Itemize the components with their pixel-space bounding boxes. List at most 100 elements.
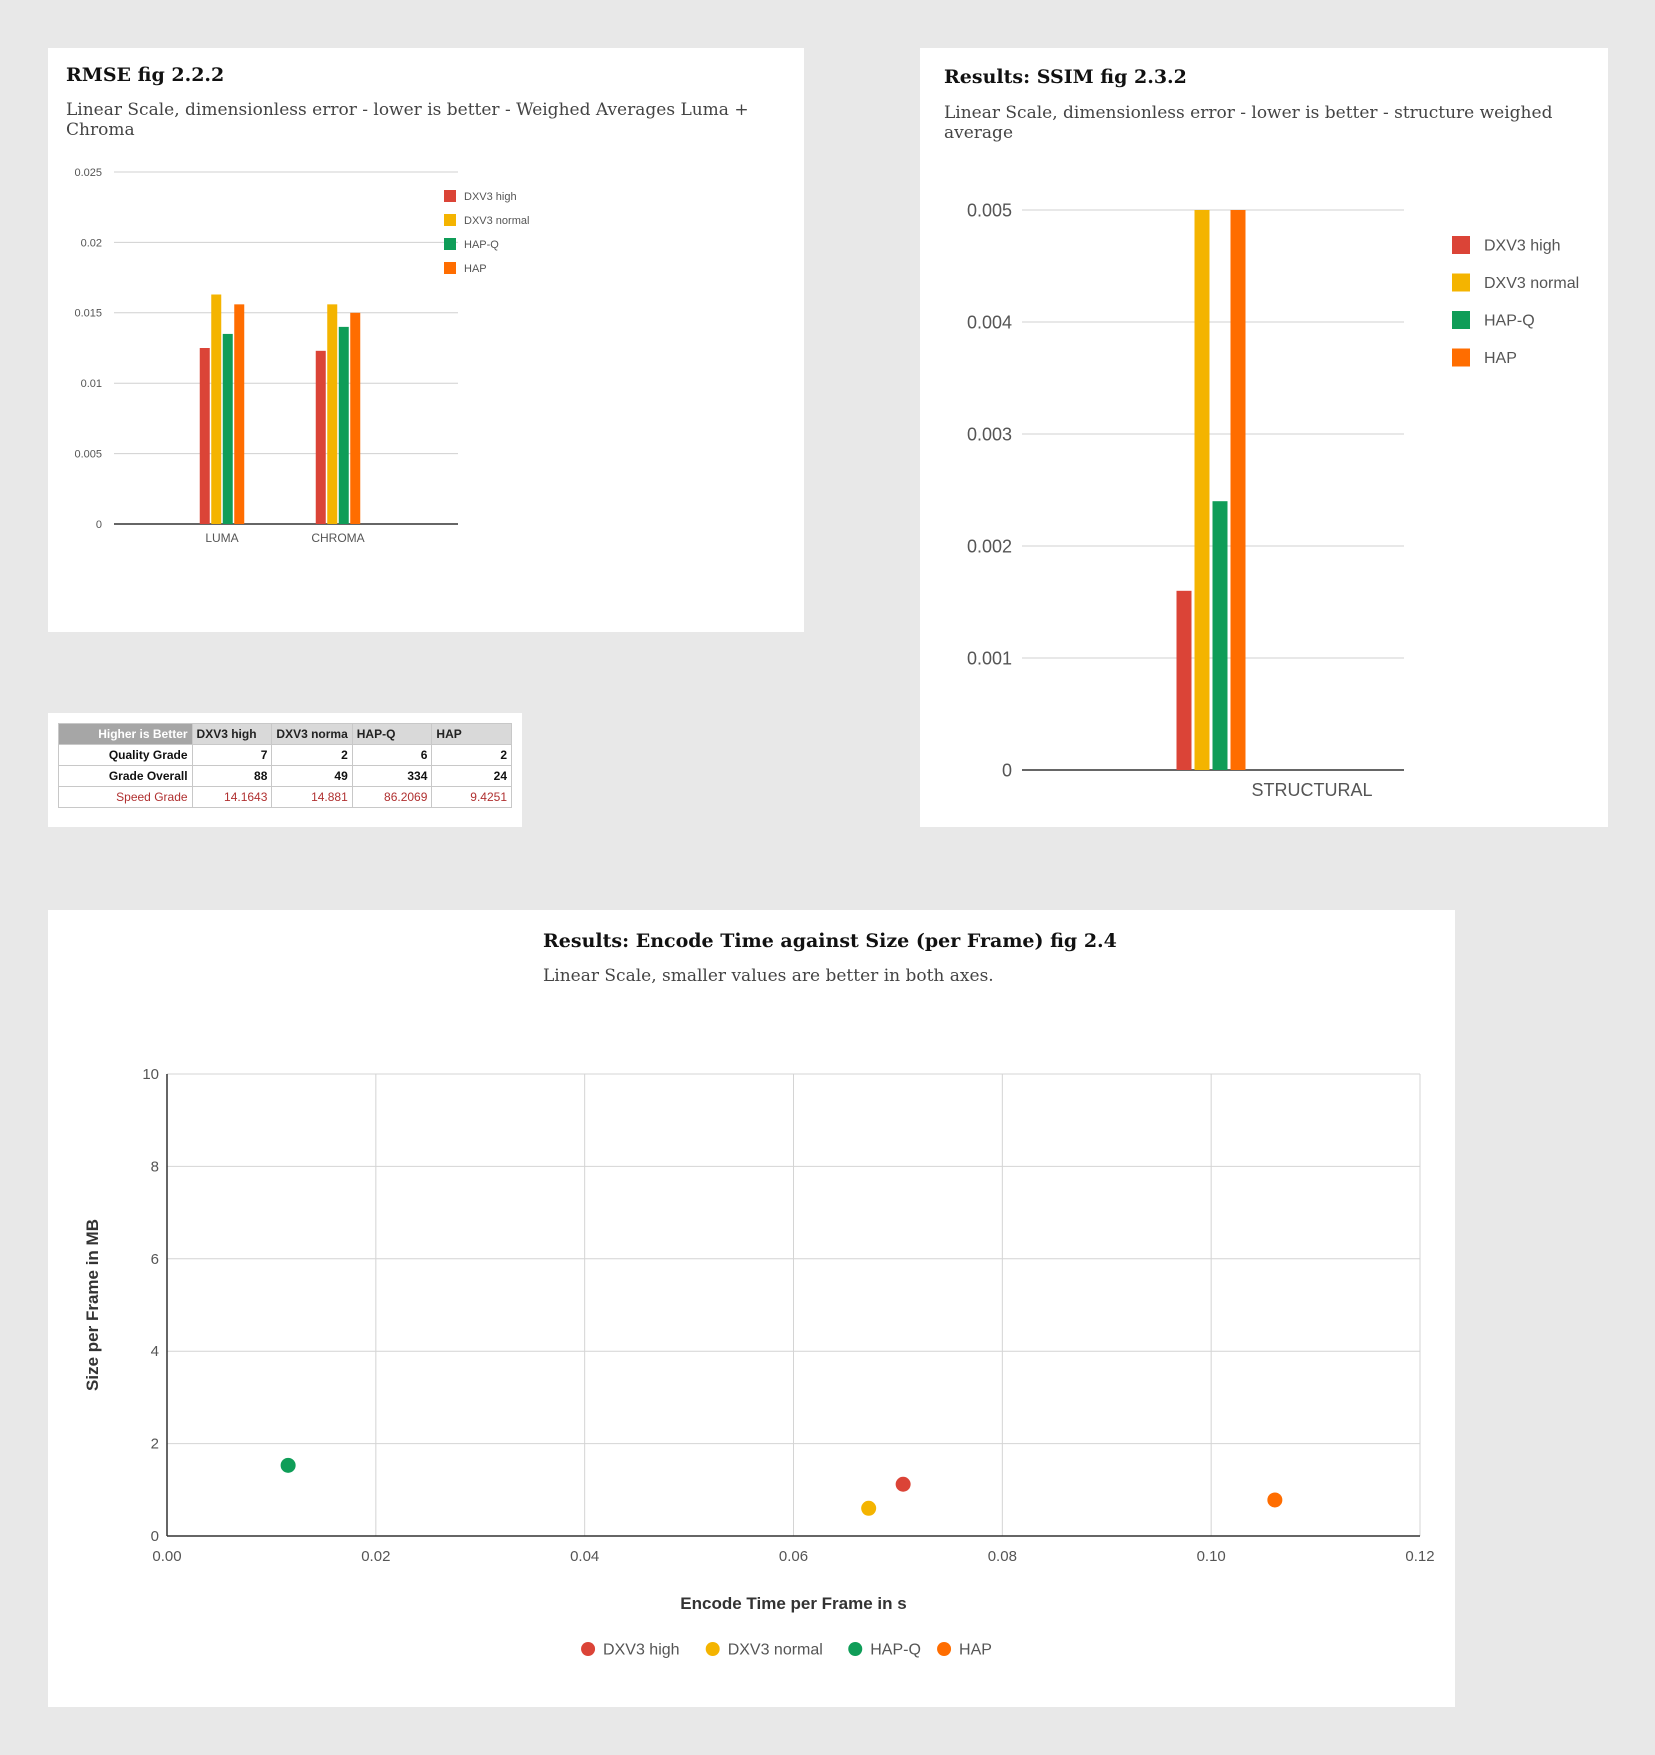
legend-swatch-dxv3-normal [444, 214, 456, 226]
legend-swatch-dxv3-high [444, 190, 456, 202]
y-tick-label: 8 [151, 1158, 159, 1175]
y-tick-label: 0.001 [967, 648, 1012, 668]
bar-dxv3-high-structural [1176, 590, 1192, 770]
bar-hap-chroma [350, 312, 361, 524]
y-tick-label: 0.025 [74, 167, 102, 179]
x-tick-label: 0.00 [152, 1548, 181, 1565]
y-tick-label: 10 [142, 1066, 159, 1083]
legend-marker-dxv3-high [581, 1642, 596, 1656]
row-label: Grade Overall [58, 765, 193, 787]
legend-label-dxv3-normal: DXV3 normal [464, 215, 529, 227]
x-tick-label: 0.02 [361, 1548, 390, 1565]
y-tick-label: 0 [1002, 760, 1012, 780]
scatter-subtitle: Linear Scale, smaller values are better … [543, 966, 994, 986]
point-hap [1267, 1492, 1283, 1508]
row-label: Speed Grade [58, 786, 193, 808]
table-cell: 2 [431, 744, 512, 766]
scatter-chart: 0.00 0.02 0.04 0.06 0.08 0.10 0.12 0 2 4 6 8 10 Encod… [83, 1066, 1435, 1659]
grade-table-header-dxv3-normal: DXV3 norma [271, 723, 353, 745]
y-tick-label: 0.002 [967, 536, 1012, 556]
grade-table-corner-header: Higher is Better [58, 723, 193, 745]
grade-table-panel: Higher is Better DXV3 high DXV3 norma HA… [48, 713, 522, 827]
ssim-title: Results: SSIM fig 2.3.2 [944, 66, 1187, 88]
y-tick-label: 0.005 [967, 200, 1012, 220]
table-cell: 88 [191, 765, 273, 787]
table-row: Grade Overall 88 49 334 24 [58, 765, 512, 787]
x-tick-label: 0.08 [988, 1548, 1017, 1565]
legend-label-hap: HAP [464, 263, 487, 275]
legend-swatch-hap [444, 262, 456, 274]
row-label: Quality Grade [58, 744, 193, 766]
point-dxv3-high [895, 1476, 911, 1492]
legend-label-dxv3-high: DXV3 high [603, 1642, 680, 1659]
y-tick-label: 0 [151, 1528, 159, 1545]
table-cell: 2 [271, 744, 353, 766]
bar-hap-q-luma [222, 333, 233, 524]
legend-label-hap: HAP [959, 1642, 992, 1659]
y-tick-label: 6 [151, 1251, 159, 1268]
x-tick-label: 0.10 [1197, 1548, 1226, 1565]
bar-dxv3-normal-chroma [327, 304, 338, 524]
legend-label-hap: HAP [1484, 350, 1517, 367]
table-row: Speed Grade 14.1643 14.881 86.2069 9.425… [58, 786, 512, 808]
legend-label-hap-q: HAP-Q [1484, 313, 1535, 330]
y-tick-label: 0.015 [74, 308, 102, 320]
legend-marker-hap-q [848, 1642, 863, 1656]
grade-table-header-hap: HAP [431, 723, 512, 745]
x-category-label: CHROMA [311, 531, 364, 545]
legend-swatch-dxv3-high [1452, 236, 1470, 254]
grade-table-header-hap-q: HAP-Q [351, 723, 433, 745]
x-tick-label: 0.06 [779, 1548, 808, 1565]
bar-hap-structural [1230, 210, 1246, 770]
y-tick-label: 0.01 [81, 378, 102, 390]
x-tick-label: 0.12 [1405, 1548, 1434, 1565]
rmse-chart: 0 0.005 0.01 0.015 0.02 0.025 LUMA CHROMA DXV3 h… [74, 167, 529, 545]
y-axis-title: Size per Frame in MB [83, 1219, 102, 1391]
table-cell: 24 [431, 765, 512, 787]
legend-marker-dxv3-normal [705, 1642, 720, 1656]
ssim-subtitle: Linear Scale, dimensionless error - lowe… [944, 103, 1553, 143]
table-cell: 9.4251 [431, 786, 512, 808]
legend-label-hap-q: HAP-Q [464, 239, 499, 251]
bar-hap-q-chroma [338, 326, 349, 524]
table-cell: 14.1643 [191, 786, 273, 808]
table-cell: 7 [191, 744, 273, 766]
rmse-subtitle: Linear Scale, dimensionless error - lowe… [66, 100, 749, 140]
x-tick-label: 0.04 [570, 1548, 599, 1565]
rmse-title: RMSE fig 2.2.2 [66, 64, 225, 86]
y-tick-label: 0.02 [81, 237, 102, 249]
legend-label-hap-q: HAP-Q [870, 1642, 921, 1659]
scatter-title: Results: Encode Time against Size (per F… [543, 930, 1117, 952]
y-tick-label: 0.003 [967, 424, 1012, 444]
table-cell: 14.881 [271, 786, 353, 808]
bar-dxv3-high-chroma [315, 350, 326, 524]
bar-dxv3-normal-luma [211, 294, 222, 524]
rmse-panel: RMSE fig 2.2.2 Linear Scale, dimensionle… [48, 48, 804, 632]
bar-hap-q-structural [1212, 501, 1228, 770]
scatter-panel: Results: Encode Time against Size (per F… [48, 910, 1455, 1707]
point-hap-q [280, 1457, 296, 1473]
table-cell: 6 [351, 744, 433, 766]
legend-label-dxv3-normal: DXV3 normal [728, 1642, 823, 1659]
legend-swatch-hap-q [1452, 311, 1470, 329]
y-tick-label: 4 [151, 1343, 159, 1360]
x-axis-title: Encode Time per Frame in s [680, 1594, 906, 1613]
y-tick-label: 0.005 [74, 448, 102, 460]
table-row: Quality Grade 7 2 6 2 [58, 744, 512, 766]
y-tick-label: 0 [96, 519, 102, 531]
legend-label-dxv3-normal: DXV3 normal [1484, 275, 1579, 292]
legend-label-dxv3-high: DXV3 high [1484, 238, 1561, 255]
legend-marker-hap [937, 1642, 952, 1656]
legend-label-dxv3-high: DXV3 high [464, 191, 517, 203]
point-dxv3-normal [861, 1500, 877, 1516]
x-category-label: STRUCTURAL [1251, 780, 1372, 800]
y-tick-label: 0.004 [967, 312, 1012, 332]
bar-dxv3-normal-structural [1194, 210, 1210, 770]
ssim-chart: 0 0.001 0.002 0.003 0.004 0.005 STRUCTURAL DXV3… [967, 200, 1579, 800]
x-category-label: LUMA [205, 531, 238, 545]
table-cell: 49 [271, 765, 353, 787]
ssim-panel: Results: SSIM fig 2.3.2 Linear Scale, di… [920, 48, 1608, 827]
grade-table-header-dxv3-high: DXV3 high [191, 723, 273, 745]
grade-table-header: Higher is Better DXV3 high DXV3 norma HA… [58, 723, 512, 745]
legend-swatch-dxv3-normal [1452, 273, 1470, 292]
